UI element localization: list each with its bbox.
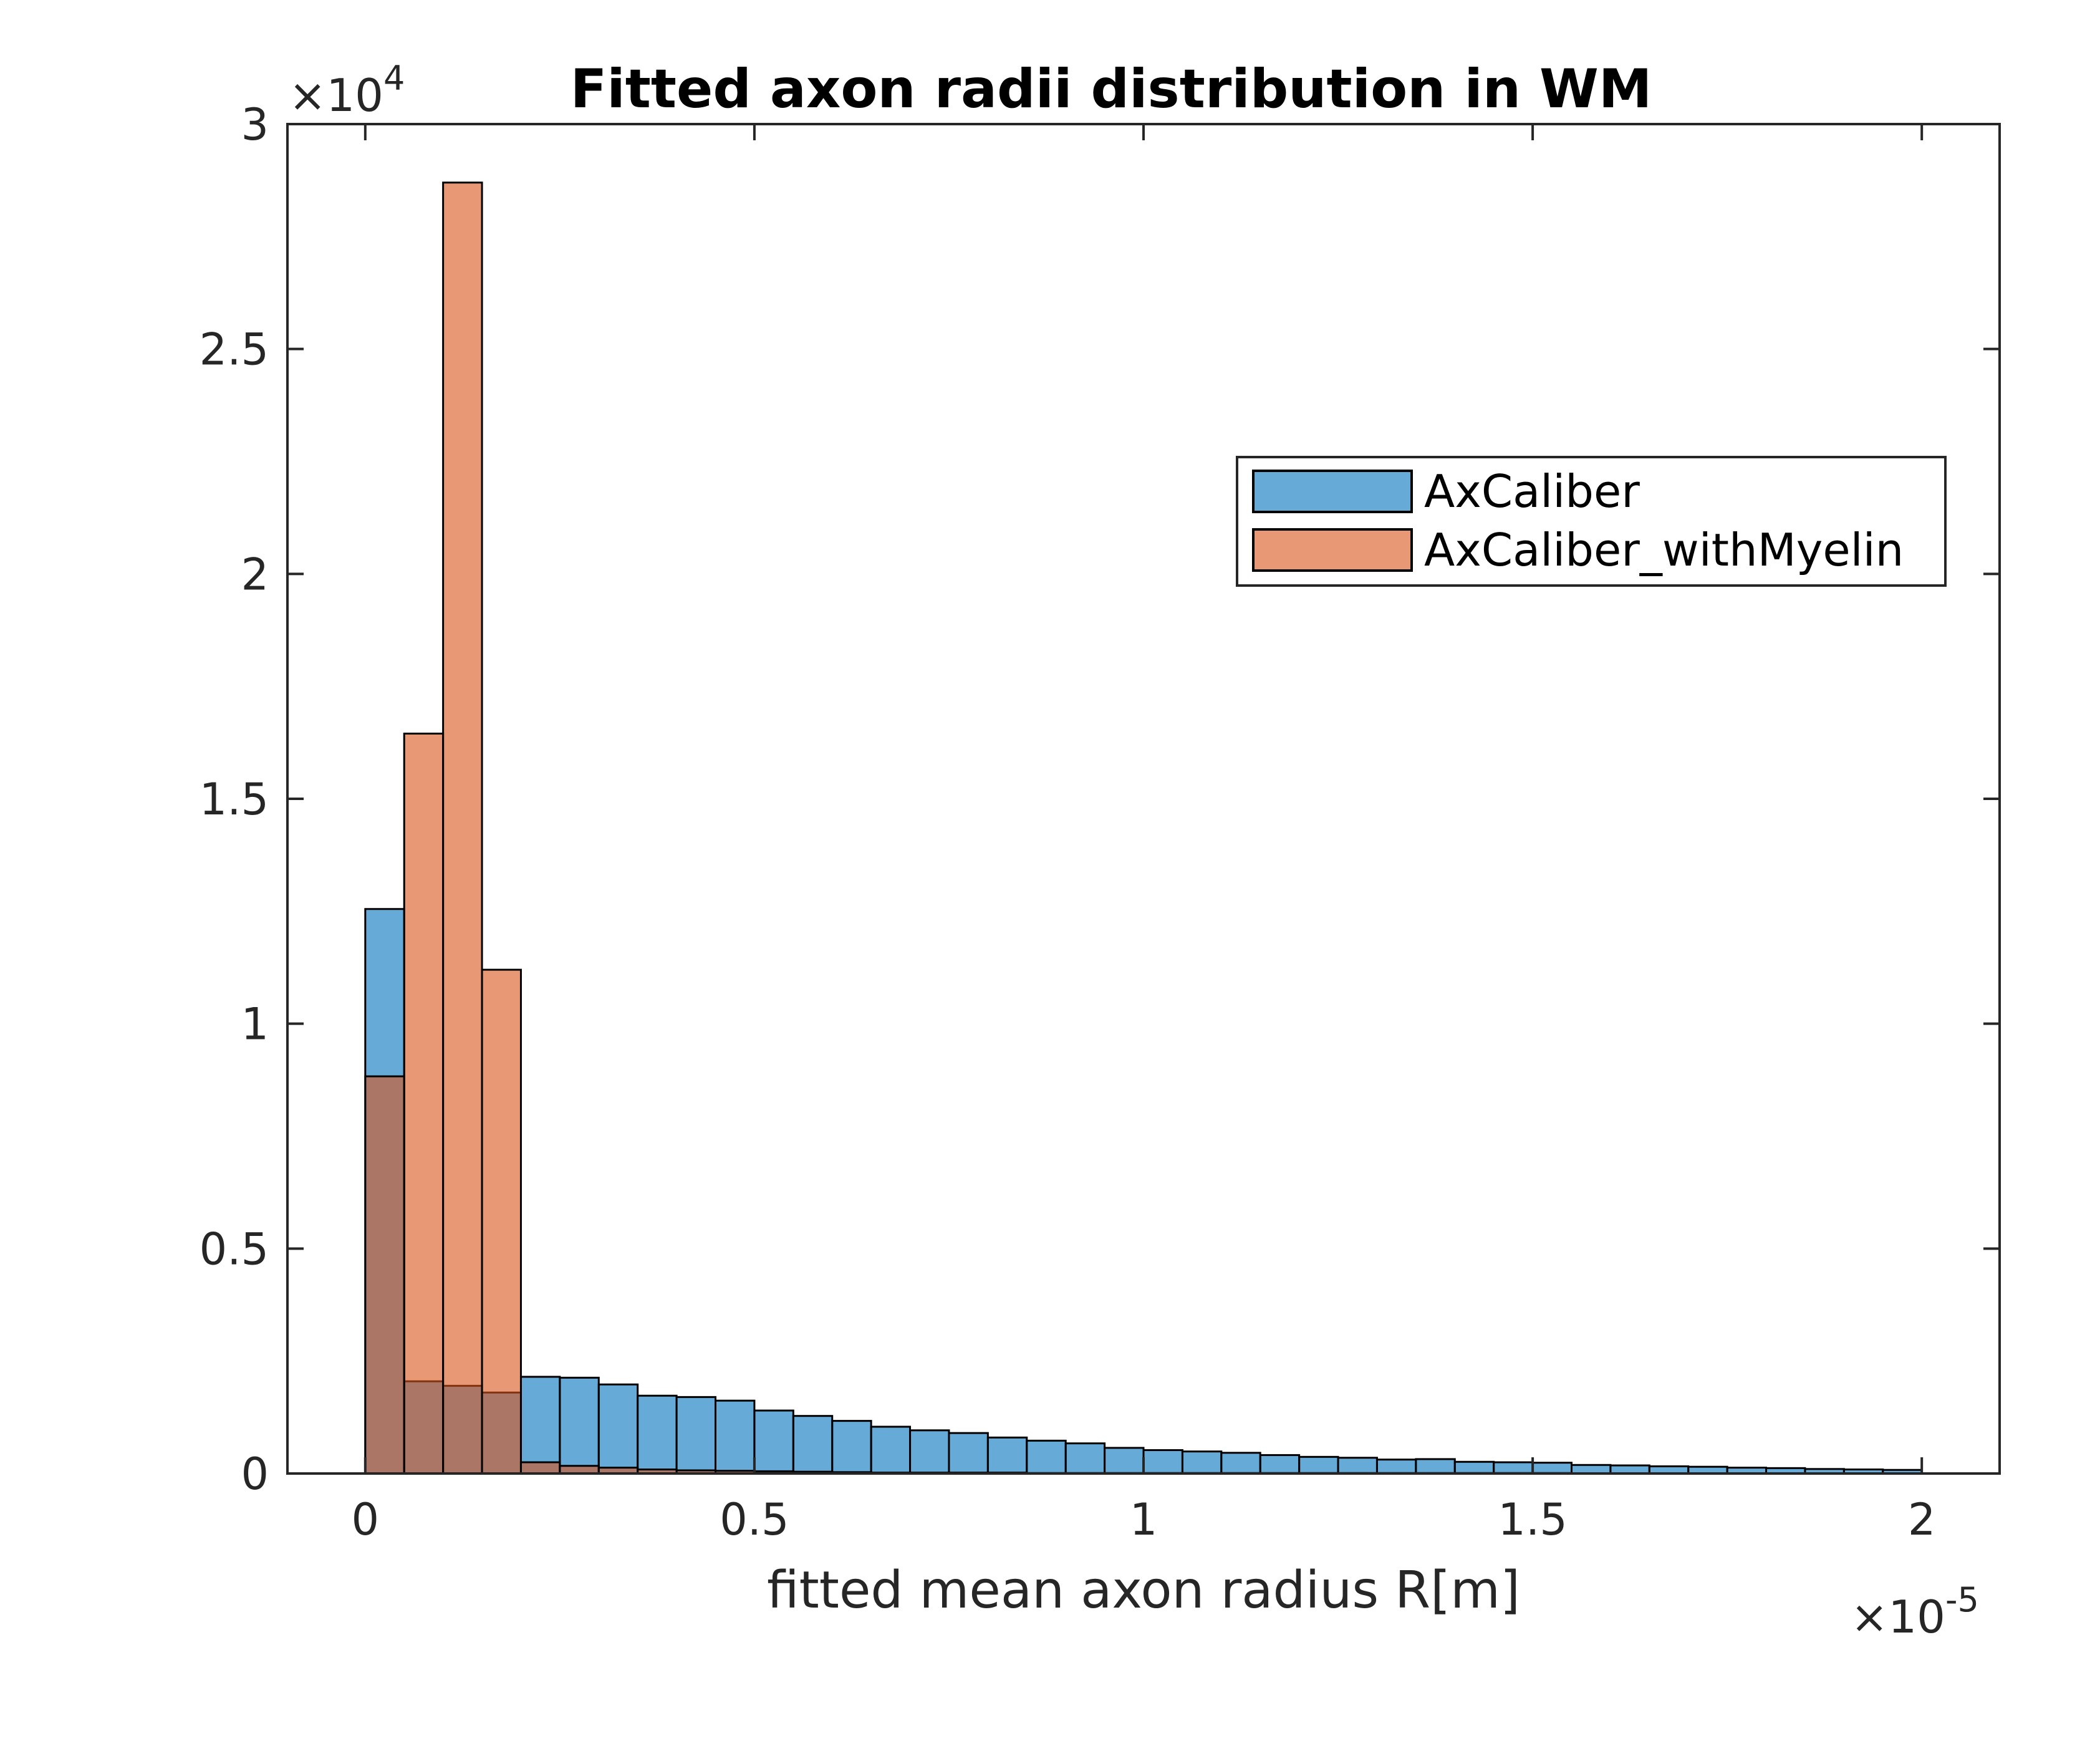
bar-axcaliber-20: [1142, 1449, 1183, 1475]
bar-axcaliber-withmyelin-3: [481, 968, 522, 1475]
bar-axcaliber-23: [1259, 1454, 1301, 1475]
bar-axcaliber-22: [1220, 1452, 1261, 1475]
bar-axcaliber-25: [1337, 1457, 1378, 1475]
legend-swatch-axcaliber: [1252, 470, 1413, 513]
bar-axcaliber-24: [1298, 1455, 1339, 1475]
bar-axcaliber-17: [1026, 1439, 1067, 1475]
x-multiplier-label: ×10-5: [1851, 1580, 1979, 1643]
y-tick-label: 0: [241, 1449, 269, 1500]
x-tick-labels: 0 0.5 1 1.5 2: [352, 1494, 1936, 1545]
bar-axcaliber-27: [1415, 1458, 1456, 1475]
bar-axcaliber-11: [792, 1415, 834, 1475]
x-axis-label: fitted mean axon radius R[m]: [767, 1561, 1520, 1620]
bar-axcaliber-5: [559, 1376, 600, 1475]
legend-label-axcaliber-withmyelin: AxCaliber_withMyelin: [1424, 524, 1904, 576]
x-tick-label: 0: [352, 1494, 380, 1545]
bar-axcaliber-withmyelin-2: [442, 181, 483, 1475]
bar-axcaliber-13: [870, 1425, 912, 1475]
y-multiplier-label: ×104: [289, 59, 405, 122]
bar-axcaliber-7: [637, 1394, 678, 1475]
ticks-layer: [287, 123, 2000, 1475]
x-tick-label: 2: [1908, 1494, 1936, 1545]
x-tick-label: 0.5: [720, 1494, 789, 1545]
y-tick-label: 3: [241, 99, 269, 150]
y-tick-labels: 0 0.5 1 1.5 2 2.5 3: [200, 99, 269, 1500]
bar-axcaliber-withmyelin-4: [519, 1461, 561, 1475]
x-tick-label: 1: [1130, 1494, 1158, 1545]
bar-axcaliber-30: [1531, 1462, 1573, 1475]
bar-axcaliber-9: [715, 1399, 756, 1475]
x-tick-label: 1.5: [1498, 1494, 1567, 1545]
legend-swatch-axcaliber-withmyelin: [1252, 528, 1413, 572]
bar-axcaliber-19: [1104, 1447, 1145, 1475]
bar-axcaliber-21: [1181, 1450, 1223, 1475]
y-tick-label: 1: [241, 999, 269, 1050]
bar-axcaliber-6: [597, 1383, 639, 1475]
bar-axcaliber-10: [753, 1409, 794, 1475]
y-tick-label: 0.5: [200, 1223, 269, 1275]
bar-axcaliber-18: [1064, 1442, 1106, 1475]
bar-axcaliber-26: [1375, 1459, 1417, 1475]
bar-axcaliber-31: [1571, 1464, 1612, 1475]
bar-axcaliber-withmyelin-0: [364, 1075, 405, 1475]
bar-axcaliber-12: [831, 1420, 872, 1475]
bar-axcaliber-8: [675, 1396, 717, 1475]
bar-axcaliber-28: [1453, 1460, 1495, 1475]
y-tick-label: 2: [241, 549, 269, 600]
bar-axcaliber-withmyelin-1: [403, 732, 445, 1475]
bar-axcaliber-16: [986, 1436, 1028, 1475]
legend-label-axcaliber: AxCaliber: [1424, 465, 1640, 518]
y-tick-label: 2.5: [200, 324, 269, 375]
chart-title: Fitted axon radii distribution in WM: [571, 58, 1652, 120]
bar-axcaliber-29: [1493, 1461, 1534, 1475]
y-tick-label: 1.5: [200, 774, 269, 825]
bar-axcaliber-14: [909, 1429, 950, 1475]
bar-axcaliber-4: [519, 1376, 561, 1475]
bar-axcaliber-15: [948, 1432, 989, 1475]
legend: AxCaliber AxCaliber_withMyelin: [1236, 456, 1947, 587]
